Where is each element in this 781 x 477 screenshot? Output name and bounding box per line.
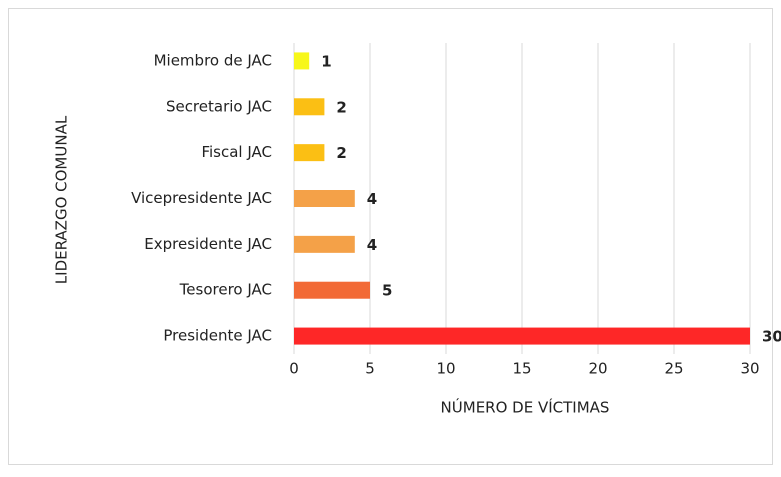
bar (294, 281, 370, 299)
x-tick-label: 10 (436, 360, 455, 378)
x-tick-label: 15 (512, 360, 531, 378)
y-tick-label: Secretario JAC (166, 97, 272, 115)
data-label: 2 (336, 144, 346, 162)
y-tick-label: Fiscal JAC (201, 143, 272, 161)
x-tick-label: 5 (365, 360, 375, 378)
data-label: 4 (367, 190, 377, 208)
y-tick-label: Presidente JAC (163, 327, 272, 345)
x-tick-label: 25 (664, 360, 683, 378)
data-label: 4 (367, 236, 377, 254)
bar (294, 52, 310, 70)
bar (294, 98, 325, 116)
x-tick-label: 0 (289, 360, 299, 378)
bar (294, 235, 355, 253)
x-axis-title: NÚMERO DE VÍCTIMAS (441, 398, 610, 417)
data-label: 1 (321, 52, 331, 70)
x-tick-label: 20 (588, 360, 607, 378)
bar (294, 327, 750, 345)
y-tick-label: Expresidente JAC (144, 235, 272, 253)
data-label: 2 (336, 98, 346, 116)
y-tick-label: Tesorero JAC (179, 281, 272, 299)
y-axis-title: LIDERAZGO COMUNAL (53, 115, 71, 284)
bar (294, 190, 355, 207)
data-label: 5 (382, 282, 392, 300)
y-tick-label: Vicepresidente JAC (131, 189, 272, 207)
x-tick-label: 30 (740, 360, 759, 378)
data-label: 30 (762, 328, 781, 346)
y-tick-label: Miembro de JAC (154, 51, 272, 69)
chart-border (8, 8, 773, 465)
bar (294, 144, 325, 162)
